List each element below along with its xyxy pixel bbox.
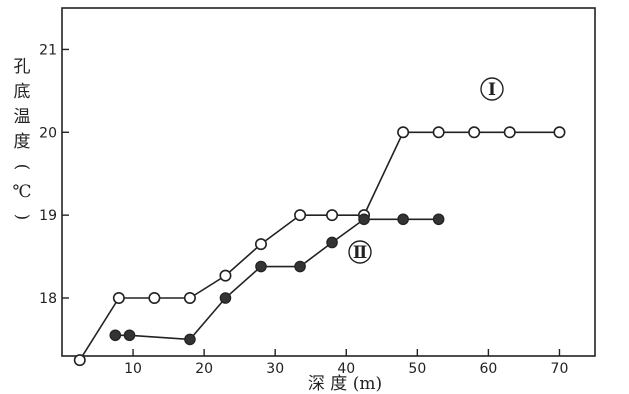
series-1-point	[397, 126, 410, 139]
series-1-point	[148, 291, 161, 304]
x-tick-label: 70	[551, 361, 569, 377]
series-2-point	[255, 260, 267, 273]
series-1-point	[503, 126, 516, 139]
series-2-point	[219, 292, 232, 304]
y-axis-label-char: 温	[14, 107, 31, 127]
series-1-point	[294, 209, 307, 222]
x-tick-label: 10	[124, 361, 142, 377]
y-axis-label-char: ℃	[12, 182, 31, 202]
y-axis-label-char: (	[12, 164, 32, 171]
series-2-point	[109, 329, 122, 342]
x-tick-label: 40	[337, 361, 355, 377]
series-1-point	[254, 238, 267, 251]
series-1-point	[183, 291, 196, 304]
series-1-point	[112, 291, 125, 304]
series-2-point	[397, 213, 409, 226]
series-2-point	[294, 260, 306, 273]
series-2-point	[432, 213, 445, 226]
y-axis-label-char: 孔	[14, 57, 31, 77]
series-1-point	[73, 354, 86, 367]
y-axis-label-char: 度	[14, 132, 31, 152]
series-1-point	[468, 126, 481, 139]
series-2-point	[326, 236, 338, 249]
series-2-point	[123, 329, 136, 342]
series-label-circle	[480, 77, 504, 101]
x-tick-label: 20	[195, 361, 213, 377]
x-tick-label: 50	[408, 361, 426, 377]
y-axis-label-char: )	[12, 214, 32, 221]
series-line-1	[79, 131, 560, 361]
x-tick-label: 60	[479, 361, 497, 377]
series-2-point	[358, 213, 370, 226]
x-axis-label: 深 度 (m)	[308, 374, 382, 394]
series-1-point	[432, 126, 445, 139]
x-tick-label: 30	[266, 361, 284, 377]
series-label-2: Ⅱ	[353, 243, 367, 263]
series-2-point	[184, 333, 196, 346]
y-tick-label: 20	[39, 125, 57, 141]
y-tick-label: 19	[39, 208, 57, 224]
y-tick-label: 21	[39, 42, 57, 58]
series-label-1: Ⅰ	[488, 80, 496, 100]
series-label-circle	[348, 240, 372, 264]
plot-frame	[61, 7, 596, 357]
y-axis-label-char: 底	[14, 82, 31, 102]
series-1-point	[219, 269, 232, 282]
series-1-point	[326, 209, 339, 222]
series-1-point	[553, 126, 566, 139]
series-line-2	[115, 218, 439, 341]
y-tick-label: 18	[39, 291, 57, 307]
